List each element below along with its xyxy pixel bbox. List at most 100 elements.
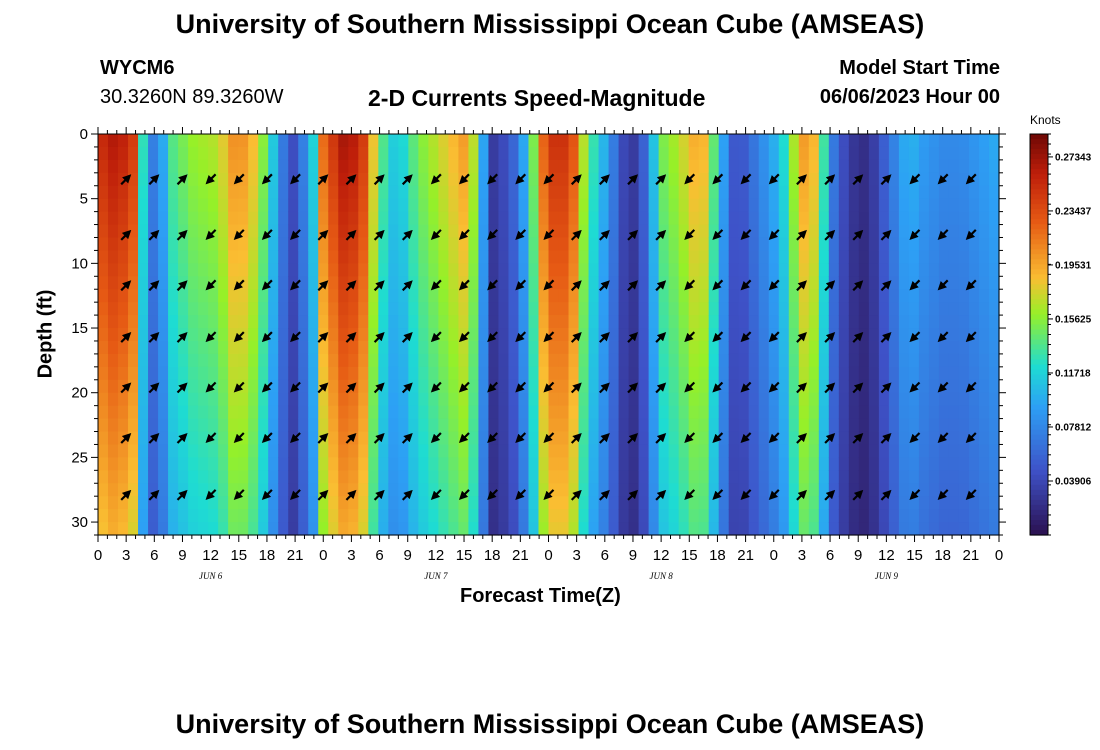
heatmap-cell (568, 418, 580, 433)
heatmap-cell (948, 509, 960, 523)
heatmap-cell (138, 237, 149, 252)
heatmap-cell (98, 522, 109, 536)
heatmap-cell (768, 134, 780, 148)
heatmap-cell (168, 457, 179, 471)
heatmap-cell (338, 379, 349, 394)
heatmap-cell (148, 263, 159, 277)
heatmap-cell (238, 444, 249, 458)
heatmap-cell (228, 392, 239, 407)
heatmap-cell (398, 134, 409, 148)
heatmap-cell (648, 159, 660, 174)
heatmap-cell (848, 444, 860, 458)
heatmap-cell (858, 444, 870, 458)
heatmap-cell (968, 302, 980, 316)
heatmap-cell (438, 276, 449, 290)
x-tick-label: 15 (230, 547, 247, 564)
current-vector (543, 489, 555, 500)
heatmap-cell (968, 509, 980, 523)
heatmap-cell (788, 302, 800, 316)
current-vector (768, 229, 780, 240)
heatmap-cell (868, 340, 880, 355)
heatmap-cell (188, 134, 199, 148)
heatmap-cell (358, 509, 369, 523)
heatmap-cell (878, 457, 890, 471)
heatmap-cell (688, 289, 700, 303)
heatmap-cell (958, 418, 970, 433)
heatmap-cell (328, 418, 339, 433)
heatmap-cell (618, 237, 630, 252)
heatmap-cell (518, 315, 530, 329)
current-vector (543, 229, 555, 240)
heatmap-cell (378, 470, 389, 484)
heatmap-cell (98, 392, 109, 407)
heatmap-cell (508, 224, 520, 239)
heatmap-cell (868, 457, 880, 471)
heatmap-cell (218, 353, 229, 368)
heatmap-cell (128, 237, 139, 252)
heatmap-cell (878, 418, 890, 433)
heatmap-cell (418, 366, 429, 381)
heatmap-cell (728, 198, 740, 213)
heatmap-cell (408, 185, 419, 200)
heatmap-cell (498, 237, 510, 252)
heatmap-cell (488, 444, 500, 458)
heatmap-cell (288, 185, 299, 200)
heatmap-cell (898, 250, 910, 264)
heatmap-cell (928, 289, 940, 303)
current-vector (570, 382, 582, 394)
heatmap-cell (728, 418, 740, 433)
heatmap-cell (298, 198, 309, 213)
heatmap-cell (538, 405, 550, 420)
heatmap-cell (948, 328, 960, 342)
heatmap-cell (808, 496, 820, 510)
heatmap-cell (758, 392, 770, 407)
heatmap-cell (698, 159, 710, 174)
heatmap-cell (558, 302, 570, 316)
heatmap-cell (438, 289, 449, 303)
heatmap-cell (558, 379, 570, 394)
heatmap-cell (938, 237, 950, 252)
heatmap-cell (338, 263, 349, 277)
heatmap-cell (888, 250, 900, 264)
heatmap-cell (268, 263, 279, 277)
heatmap-cell (178, 366, 189, 381)
heatmap-cell (828, 315, 840, 329)
heatmap-cell (728, 431, 740, 446)
heatmap-cell (638, 315, 650, 329)
heatmap-cell (728, 224, 740, 239)
heatmap-cell (488, 159, 500, 174)
heatmap-cell (558, 328, 570, 342)
heatmap-cell (648, 289, 660, 303)
current-vector (430, 381, 442, 393)
heatmap-cell (918, 418, 930, 433)
heatmap-cell (828, 289, 840, 303)
heatmap-cell (848, 328, 860, 342)
heatmap-cell (958, 250, 970, 264)
heatmap-cell (278, 522, 289, 536)
heatmap-cell (128, 315, 139, 329)
heatmap-cell (648, 418, 660, 433)
heatmap-cell (578, 353, 590, 368)
heatmap-cell (698, 483, 710, 497)
heatmap-cell (938, 418, 950, 433)
heatmap-cell (968, 250, 980, 264)
page-title: University of Southern Mississippi Ocean… (175, 9, 925, 39)
heatmap-cell (758, 470, 770, 484)
heatmap-cell (988, 172, 1000, 187)
heatmap-cell (718, 328, 730, 342)
colorbar-segment (1030, 304, 1048, 311)
heatmap-cell (958, 146, 970, 161)
heatmap-cell (888, 457, 900, 471)
heatmap-cell (458, 263, 470, 277)
heatmap-cell (388, 509, 399, 523)
heatmap-cell (458, 340, 470, 355)
colorbar-segment (1030, 384, 1048, 391)
colorbar-segment (1030, 254, 1048, 260)
heatmap-cell (688, 340, 700, 355)
heatmap-cell (138, 340, 149, 355)
heatmap-cell (318, 392, 329, 407)
heatmap-cell (278, 146, 289, 161)
heatmap-cell (318, 211, 329, 226)
heatmap-cell (108, 134, 119, 148)
heatmap-cell (238, 328, 249, 342)
